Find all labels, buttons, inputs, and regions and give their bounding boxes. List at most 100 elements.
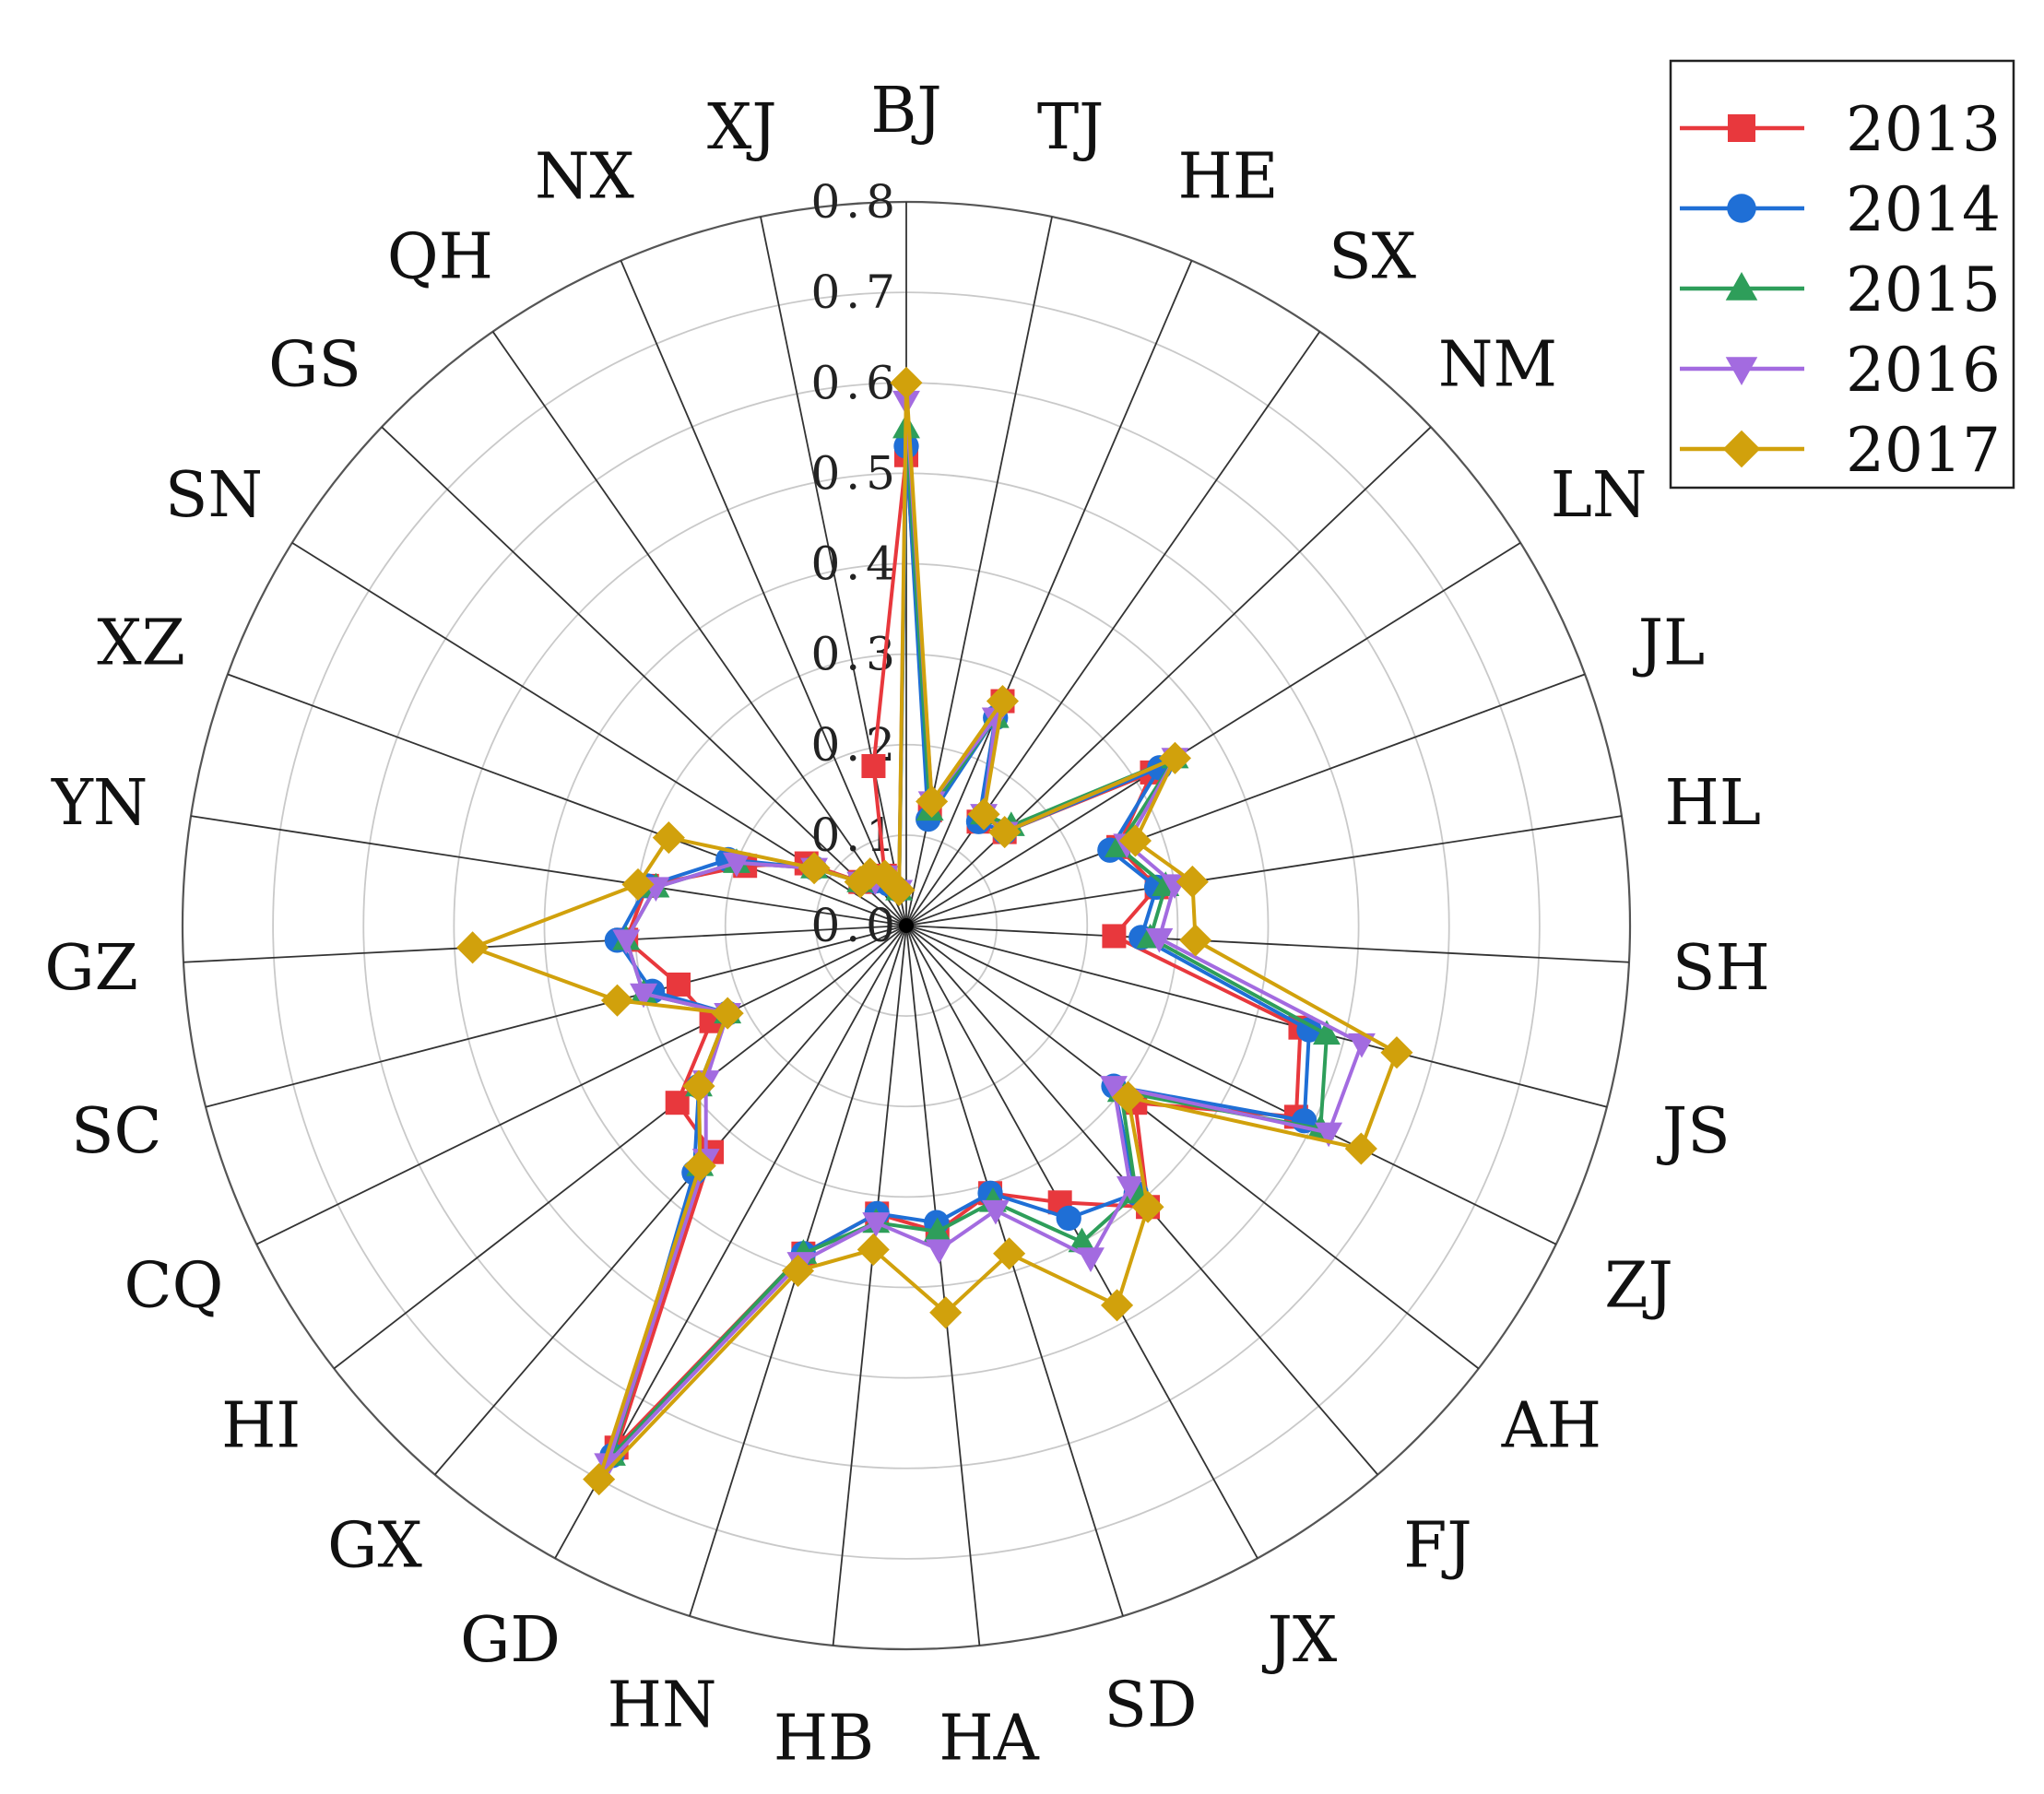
grid-spoke (905, 673, 1586, 927)
data-point (711, 997, 744, 1030)
grid-spoke (905, 925, 981, 1646)
category-label: TJ (1037, 91, 1105, 164)
data-point (1118, 824, 1152, 857)
data-point (1077, 1247, 1105, 1272)
legend-marker (1727, 194, 1756, 223)
grid-spoke (205, 925, 907, 1108)
legend-item: 2017 (1680, 415, 2001, 486)
grid-spoke (760, 216, 907, 927)
center-point (899, 918, 914, 933)
data-point (1344, 1132, 1377, 1165)
legend-label: 2013 (1846, 94, 2001, 165)
grid-spoke (491, 331, 907, 927)
tick-label: 0.3 (810, 628, 901, 681)
data-point (882, 874, 916, 907)
category-label: JL (1633, 608, 1705, 680)
data-point (1158, 741, 1192, 774)
data-point (682, 1069, 715, 1103)
data-point (993, 1237, 1026, 1270)
grid-spoke (905, 260, 1193, 927)
legend-marker (1722, 430, 1761, 468)
legend-marker (1728, 114, 1755, 142)
data-point (594, 1453, 622, 1479)
data-point (583, 1463, 616, 1496)
grid-spoke (905, 925, 1480, 1370)
data-point (1056, 1205, 1081, 1232)
category-label: JS (1657, 1095, 1731, 1168)
data-point (621, 867, 655, 901)
grid-spoke (905, 925, 1124, 1617)
data-point (890, 366, 923, 399)
data-point (798, 852, 831, 885)
data-point (929, 1296, 963, 1329)
category-label: HB (774, 1702, 874, 1775)
grid-spoke (905, 815, 1623, 927)
tick-label: 0.6 (810, 356, 901, 409)
category-label: NM (1438, 328, 1557, 401)
data-point (723, 852, 750, 878)
category-label: HL (1665, 767, 1761, 840)
data-point (1102, 924, 1127, 949)
data-point (667, 972, 691, 997)
legend-label: 2015 (1846, 254, 2001, 325)
series-layer (456, 366, 1413, 1496)
category-label: XZ (97, 608, 185, 680)
category-label: GX (327, 1510, 422, 1583)
grid-spoke (620, 260, 907, 927)
radial-tick-labels: 0.0 0.1 0.2 0.3 0.4 0.5 0.6 0.7 0.8 (810, 175, 901, 952)
tick-label: 0.7 (810, 266, 901, 319)
legend-label: 2014 (1846, 174, 2001, 245)
grid-spoke (333, 925, 907, 1370)
data-point (1348, 1033, 1376, 1058)
grid-spoke (905, 541, 1521, 927)
tick-label: 0.2 (810, 718, 901, 772)
tick-label: 0.5 (810, 446, 901, 500)
category-label: XJ (707, 91, 777, 164)
grid-spoke (905, 925, 1557, 1245)
category-label: AH (1501, 1390, 1601, 1463)
legend: 2013 2014 2015 2016 2017 (1669, 59, 2015, 490)
grid-spoke (381, 426, 907, 927)
data-point (652, 821, 685, 855)
category-label: CQ (124, 1250, 224, 1323)
data-point (1101, 1289, 1134, 1322)
grid-spoke (905, 925, 1630, 963)
grid-spoke (183, 925, 907, 963)
category-label: SD (1104, 1669, 1197, 1741)
data-point (916, 785, 949, 818)
legend-item: 2016 (1680, 335, 2001, 406)
category-label: LN (1551, 459, 1648, 532)
data-point (986, 684, 1020, 718)
series-2017 (456, 366, 1413, 1496)
data-point (683, 1150, 716, 1183)
data-point (665, 1091, 690, 1115)
grid-spoke (832, 925, 907, 1646)
data-point (1111, 1080, 1145, 1114)
data-point (923, 1217, 951, 1242)
legend-item: 2013 (1680, 94, 2001, 165)
legend-label: 2017 (1846, 415, 2001, 486)
tick-label: 0.8 (810, 175, 901, 229)
category-label: YN (51, 767, 148, 840)
category-label: SH (1672, 932, 1770, 1005)
category-label: SX (1329, 221, 1417, 294)
category-label: FJ (1403, 1510, 1471, 1583)
grid-spoke (190, 815, 907, 927)
grid-spoke (227, 673, 907, 927)
data-point (862, 1212, 891, 1237)
legend-item: 2014 (1680, 174, 2001, 245)
data-point (1116, 1175, 1144, 1201)
category-label: GZ (44, 932, 138, 1005)
legend-marker (1725, 272, 1758, 301)
tick-label: 0.4 (810, 537, 901, 591)
data-point (630, 983, 657, 1009)
legend-marker (1725, 357, 1758, 385)
grid-spoke (905, 925, 1608, 1108)
category-label: JX (1262, 1604, 1338, 1677)
data-point (1131, 1190, 1164, 1223)
data-point (861, 753, 886, 778)
data-point (456, 931, 490, 964)
data-point (1179, 924, 1212, 957)
category-label: BJ (870, 75, 941, 148)
category-label: SC (71, 1095, 162, 1168)
